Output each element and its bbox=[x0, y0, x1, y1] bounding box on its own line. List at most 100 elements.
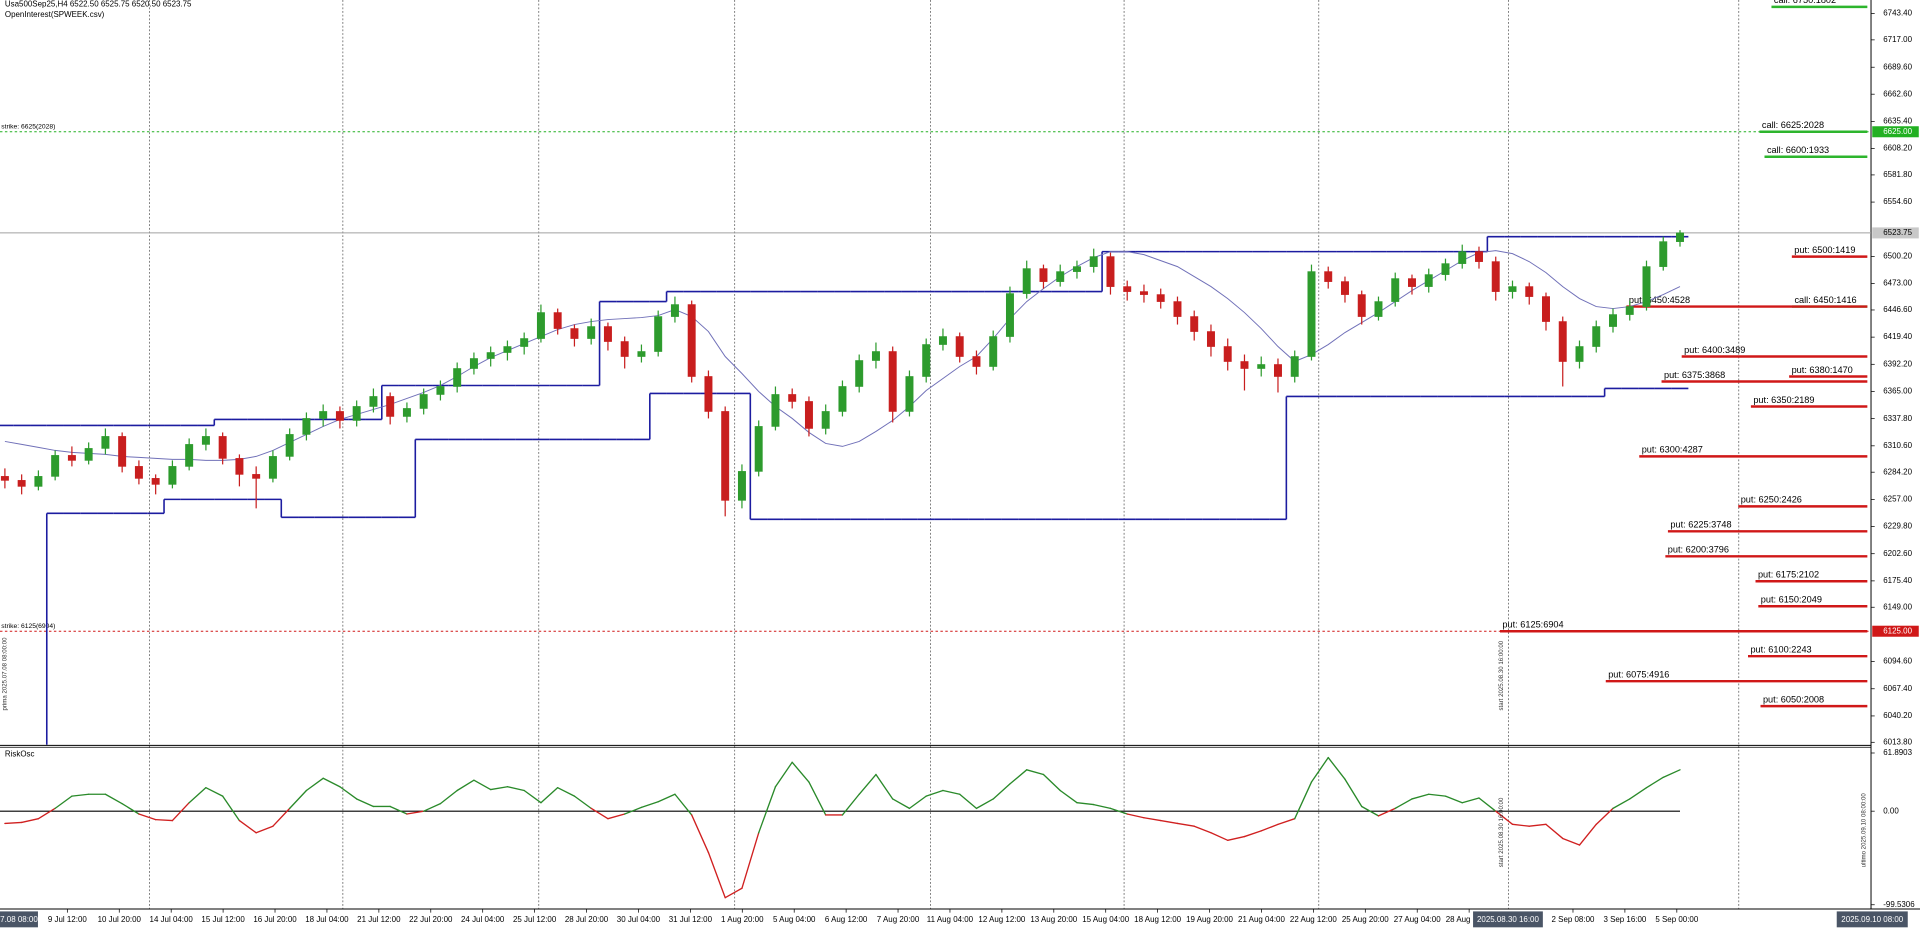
strike-label: strike: 6125(6904) bbox=[1, 623, 55, 630]
candle-body bbox=[788, 394, 797, 402]
candle-body bbox=[34, 476, 43, 487]
candle-body bbox=[1056, 271, 1065, 282]
osc-segment bbox=[255, 825, 274, 834]
candle-body bbox=[922, 344, 931, 377]
y-tick-label: 6202.60 bbox=[1883, 549, 1912, 558]
candle-body bbox=[1642, 266, 1651, 307]
candle-body bbox=[319, 411, 328, 419]
vertical-note: start 2025.08.30 16:00:00 bbox=[1498, 640, 1505, 710]
osc-segment bbox=[389, 805, 408, 815]
osc-segment bbox=[908, 795, 927, 810]
x-tick-label: 28 Aug 12:00 bbox=[1446, 915, 1493, 924]
osc-segment bbox=[1009, 769, 1028, 785]
candle-body bbox=[737, 471, 746, 501]
candle-body bbox=[67, 455, 76, 461]
candle-body bbox=[1156, 294, 1165, 302]
osc-segment bbox=[1193, 825, 1212, 834]
x-tick-label: 1 Aug 20:00 bbox=[721, 915, 764, 924]
candle-body bbox=[419, 394, 428, 409]
candle-body bbox=[888, 351, 897, 412]
osc-segment bbox=[1444, 795, 1463, 804]
candle-body bbox=[0, 476, 9, 481]
osc-segment bbox=[1109, 807, 1128, 815]
osc-segment bbox=[573, 795, 592, 810]
x-highlight bbox=[1473, 911, 1543, 928]
candle-body bbox=[369, 396, 378, 407]
candle-body bbox=[1357, 294, 1366, 317]
candle-body bbox=[402, 408, 411, 417]
candle-body bbox=[235, 458, 244, 475]
candle-body bbox=[938, 336, 947, 345]
osc-segment bbox=[154, 818, 174, 822]
candle-body bbox=[1424, 274, 1433, 287]
x-tick-label: 13 Aug 20:00 bbox=[1030, 915, 1077, 924]
osc-segment bbox=[691, 814, 710, 854]
price-marker bbox=[1872, 227, 1919, 239]
osc-segment bbox=[1294, 781, 1313, 820]
candle-body bbox=[1240, 361, 1249, 369]
candle-body bbox=[1659, 241, 1668, 267]
candle-body bbox=[386, 396, 395, 417]
osc-segment bbox=[1277, 818, 1296, 826]
candle-body bbox=[1391, 278, 1400, 302]
x-tick-label: 5 Sep 00:00 bbox=[1655, 915, 1698, 924]
x-tick-label: 6 Aug 12:00 bbox=[825, 915, 868, 924]
osc-segment bbox=[1260, 823, 1279, 832]
candle-body bbox=[1273, 364, 1282, 377]
osc-segment bbox=[355, 798, 375, 808]
osc-segment bbox=[138, 813, 157, 821]
price-marker-label: 6625.00 bbox=[1883, 127, 1912, 136]
y-tick-label: 6040.20 bbox=[1883, 711, 1912, 720]
osc-segment bbox=[1361, 805, 1380, 817]
y-tick-label: 6500.20 bbox=[1883, 252, 1912, 261]
x-tick-label: 19 Aug 20:00 bbox=[1186, 915, 1233, 924]
symbol-line: Usa500Sep25,H4 6522.50 6525.75 6520.50 6… bbox=[5, 0, 192, 8]
x-tick-label: 21 Aug 04:00 bbox=[1238, 915, 1285, 924]
candle-body bbox=[302, 418, 311, 435]
osc-segment bbox=[406, 810, 425, 815]
osc-segment bbox=[1377, 807, 1396, 817]
candle-body bbox=[185, 444, 194, 467]
candle-body bbox=[1475, 251, 1483, 262]
candle-body bbox=[620, 341, 629, 357]
x-tick-label: 9 Jul 12:00 bbox=[48, 915, 87, 924]
osc-segment bbox=[121, 802, 140, 815]
osc-segment bbox=[1126, 813, 1145, 819]
open-interest-label: call: 6450:1416 bbox=[1794, 295, 1856, 305]
osc-segment bbox=[37, 807, 56, 820]
x-tick-label: 5 Aug 04:00 bbox=[773, 915, 816, 924]
vertical-note: ultimo 2025.09.10 08:00:00 bbox=[1860, 793, 1867, 868]
y-tick-label: 6175.40 bbox=[1883, 576, 1912, 585]
candle-body bbox=[570, 328, 579, 339]
x-tick-label: 28 Jul 20:00 bbox=[565, 915, 609, 924]
osc-segment bbox=[607, 813, 626, 820]
candle-body bbox=[536, 312, 545, 339]
candle-body bbox=[1257, 364, 1266, 369]
x-tick-label: 22 Aug 12:00 bbox=[1290, 915, 1337, 924]
candle-body bbox=[168, 466, 177, 485]
osc-segment bbox=[707, 851, 726, 899]
osc-segment bbox=[1327, 756, 1346, 780]
candle-body bbox=[553, 312, 562, 329]
osc-segment bbox=[875, 773, 894, 800]
candle-body bbox=[51, 455, 60, 477]
osc-segment bbox=[858, 773, 877, 795]
osc-segment bbox=[942, 789, 961, 795]
osc-segment bbox=[1562, 837, 1581, 846]
osc-segment bbox=[71, 793, 90, 797]
candle-body bbox=[587, 326, 596, 339]
osc-segment bbox=[758, 786, 777, 834]
candle-body bbox=[1206, 331, 1215, 347]
candle-body bbox=[1223, 346, 1232, 362]
osc-segment bbox=[490, 786, 509, 791]
candle-body bbox=[687, 304, 696, 377]
candle-body bbox=[989, 336, 998, 367]
osc-segment bbox=[221, 795, 241, 822]
y-tick-label: 6392.20 bbox=[1883, 359, 1912, 368]
y-tick-label: 6473.00 bbox=[1883, 279, 1912, 288]
osc-segment bbox=[272, 807, 291, 827]
y-tick-label: 6310.60 bbox=[1883, 441, 1912, 450]
candle-body bbox=[201, 436, 210, 445]
x-tick-label: 3 Sep 16:00 bbox=[1603, 915, 1646, 924]
